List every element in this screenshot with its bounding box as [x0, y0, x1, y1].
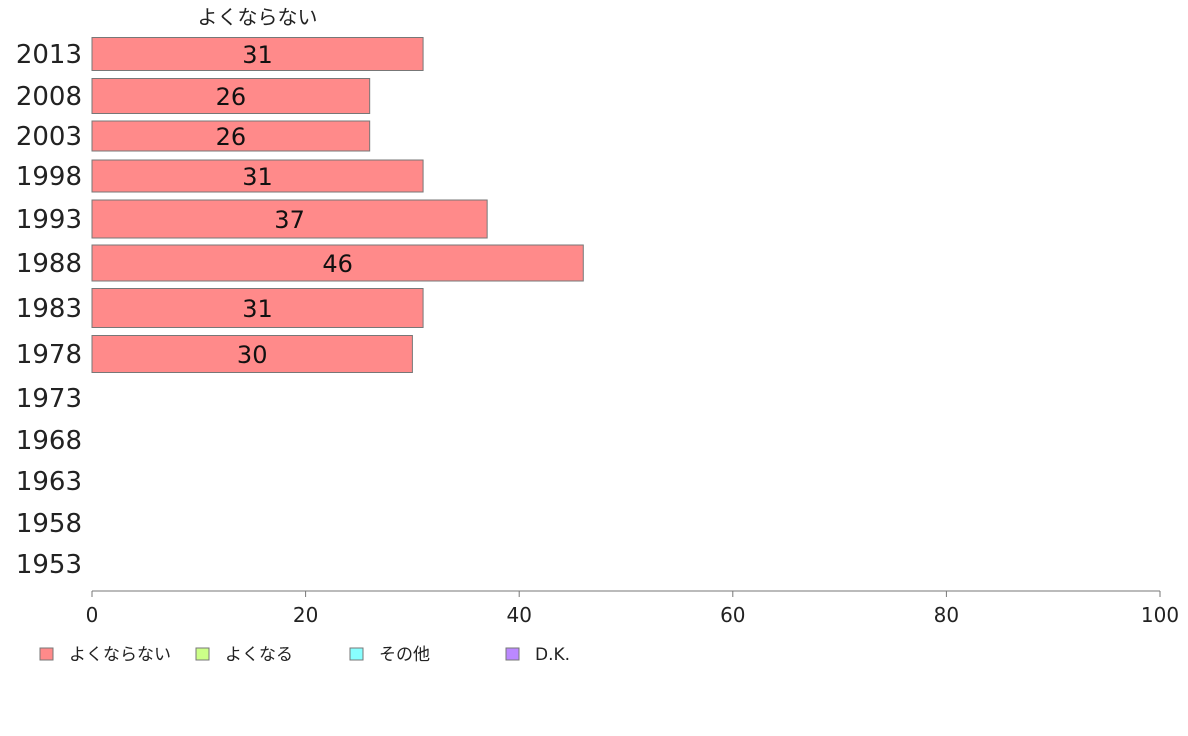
x-tick-label: 60 — [720, 603, 745, 627]
data-label-1983: 31 — [242, 295, 273, 323]
legend-label: D.K. — [535, 645, 570, 665]
legend-swatch — [39, 647, 54, 661]
bar-2008-series-0 — [91, 78, 371, 114]
y-tick-label: 2008 — [16, 82, 82, 112]
legend: よくならない よくなる その他 D.K. — [39, 645, 570, 665]
x-tick-label: 80 — [934, 603, 959, 627]
data-label-1998: 31 — [242, 163, 273, 191]
y-tick-label: 1953 — [16, 550, 82, 580]
y-tick-label: 1988 — [16, 249, 82, 279]
x-tick-label: 100 — [1141, 603, 1179, 627]
y-tick-label: 1993 — [16, 205, 82, 235]
bar-2013-series-0 — [91, 37, 424, 71]
bar-1998-series-0 — [91, 159, 424, 193]
y-tick-label: 1983 — [16, 294, 82, 324]
legend-label: よくなる — [225, 645, 293, 665]
legend-label: よくならない — [69, 645, 171, 665]
bars-layer — [91, 37, 584, 373]
x-tick-label: 40 — [506, 603, 531, 627]
bar-1983-series-0 — [91, 288, 424, 328]
legend-swatch — [195, 647, 210, 661]
data-label-1993: 37 — [274, 206, 305, 234]
y-tick-label: 1998 — [16, 162, 82, 192]
y-tick-label: 1958 — [16, 509, 82, 539]
y-tick-label: 2013 — [16, 40, 82, 70]
bar-1988-series-0 — [91, 244, 584, 282]
x-tick-label: 20 — [293, 603, 318, 627]
data-label-1988: 46 — [322, 250, 353, 278]
y-tick-label: 1973 — [16, 384, 82, 414]
y-axis: 2013 2008 2003 1998 1993 1988 1983 1978 1973 1968… — [16, 40, 82, 580]
data-label-2008: 26 — [216, 83, 247, 111]
y-tick-label: 1978 — [16, 340, 82, 370]
y-tick-label: 1968 — [16, 426, 82, 456]
x-axis: 0 20 40 60 80 100 — [86, 590, 1179, 627]
bar-1993-series-0 — [91, 199, 488, 239]
x-tick-label: 0 — [86, 603, 99, 627]
bar-1978-series-0 — [91, 335, 413, 373]
legend-label: その他 — [379, 645, 430, 665]
legend-swatch — [505, 647, 520, 661]
data-label-2003: 26 — [216, 123, 247, 151]
bar-2003-series-0 — [91, 120, 371, 152]
data-label-2013: 31 — [242, 41, 273, 69]
data-label-1978: 30 — [237, 341, 268, 369]
y-tick-label: 2003 — [16, 122, 82, 152]
series-column-header: よくならない — [198, 5, 318, 29]
legend-swatch — [349, 647, 364, 661]
y-tick-label: 1963 — [16, 467, 82, 497]
